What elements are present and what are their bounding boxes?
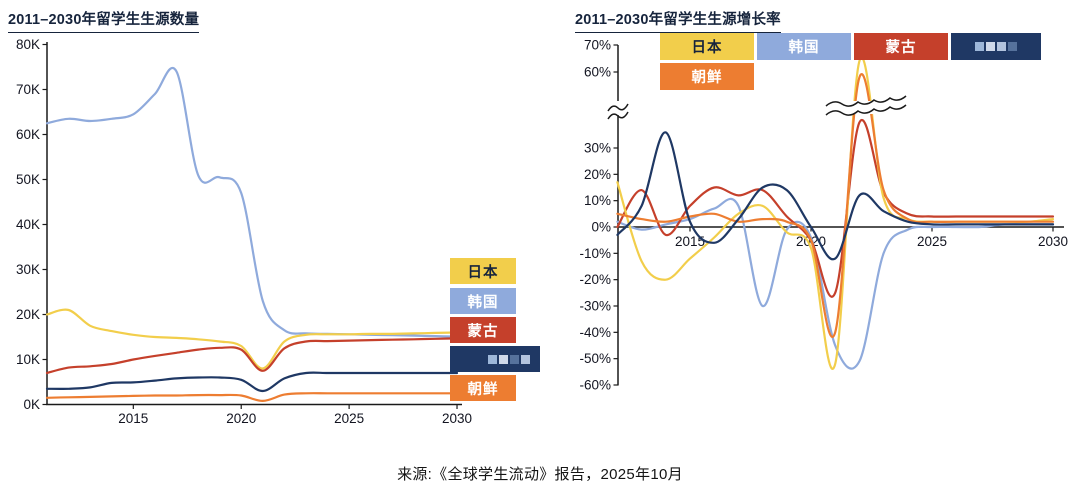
legend-left-japan: 日本 (450, 258, 516, 284)
legend-label: 朝鲜 (691, 70, 723, 86)
svg-text:-40%: -40% (579, 325, 611, 340)
y-axis-break-mark (607, 103, 629, 120)
series-line-nkorea (616, 73, 1055, 338)
legend-label: 韩国 (788, 40, 820, 56)
left-chart-title: 2011–2030年留学生生源数量 (8, 8, 200, 33)
legend-left-censored (450, 346, 540, 372)
svg-text:40K: 40K (16, 217, 40, 232)
svg-text:20K: 20K (16, 307, 40, 322)
svg-text:30K: 30K (16, 262, 40, 277)
legend-label: 蒙古 (467, 323, 499, 340)
legend-left-nkorea: 朝鲜 (450, 375, 516, 401)
left-line-chart: 0K 10K 20K 30K 40K 50K 60K 70K 80K 2015 2020 2025 20… (16, 37, 472, 426)
legend-label: 日本 (467, 264, 499, 281)
series-line-mongolia (45, 337, 459, 375)
svg-text:2015: 2015 (118, 411, 148, 426)
series-line-nkorea (45, 392, 459, 403)
svg-text:-20%: -20% (579, 272, 611, 287)
source-caption: 来源:《全球学生流动》报告，2025年10月 (397, 466, 683, 483)
legend-label: 蒙古 (885, 40, 917, 56)
svg-text:-30%: -30% (579, 298, 611, 313)
svg-text:2025: 2025 (917, 234, 947, 249)
svg-text:30%: 30% (584, 141, 611, 156)
legend-left-korea: 韩国 (450, 288, 516, 314)
legend-label: 朝鲜 (467, 381, 499, 398)
series-line-japan (45, 308, 459, 370)
svg-text:-50%: -50% (579, 351, 611, 366)
svg-text:2015: 2015 (675, 234, 705, 249)
legend-right-mongolia: 蒙古 (854, 33, 948, 60)
legend-right-japan: 日本 (660, 33, 754, 60)
svg-text:50K: 50K (16, 172, 40, 187)
svg-text:60%: 60% (584, 65, 611, 80)
legend-left-mongolia: 蒙古 (450, 317, 516, 343)
series-line-censored (45, 371, 459, 393)
svg-text:2030: 2030 (442, 411, 472, 426)
svg-text:80K: 80K (16, 37, 40, 52)
svg-text:2020: 2020 (226, 411, 256, 426)
right-chart-title: 2011–2030年留学生生源增长率 (575, 8, 781, 33)
series-line-mongolia (616, 118, 1055, 298)
legend-right-korea: 韩国 (757, 33, 851, 60)
legend-right-censored (951, 33, 1041, 60)
series-line-korea (45, 67, 459, 338)
svg-text:0K: 0K (23, 397, 40, 412)
svg-text:10K: 10K (16, 352, 40, 367)
svg-text:0%: 0% (591, 220, 611, 235)
svg-text:-10%: -10% (579, 246, 611, 261)
series-line-korea (616, 197, 1055, 370)
censored-pixelation (488, 354, 530, 364)
svg-text:2030: 2030 (1038, 234, 1068, 249)
legend-label: 韩国 (467, 294, 499, 311)
svg-text:60K: 60K (16, 127, 40, 142)
svg-text:-60%: -60% (579, 377, 611, 392)
svg-text:70K: 70K (16, 82, 40, 97)
svg-text:20%: 20% (584, 167, 611, 182)
right-line-chart: 70% 60% 30% 20% 10% 0% -10% -20% -30% -40% -50% -60… (579, 38, 1068, 393)
series-line-censored (616, 131, 1055, 261)
legend-label: 日本 (691, 40, 723, 56)
svg-text:2025: 2025 (334, 411, 364, 426)
legend-right-nkorea: 朝鲜 (660, 63, 754, 90)
svg-text:10%: 10% (584, 193, 611, 208)
censored-pixelation (975, 42, 1017, 51)
spike-break-mark (825, 95, 907, 116)
svg-text:70%: 70% (584, 38, 611, 53)
